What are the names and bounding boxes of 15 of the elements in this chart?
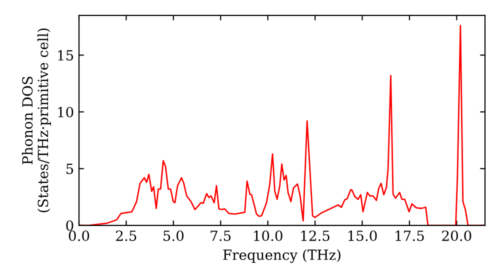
y-tick-label: 0 [66, 220, 74, 231]
y-tick-label: 10 [58, 106, 74, 118]
y-tick-label: 15 [58, 50, 74, 61]
x-tick-label: 7.5 [210, 230, 231, 242]
x-tick-label: 17.5 [396, 230, 424, 242]
x-tick-label: 15.0 [348, 230, 377, 242]
x-tick-label: 20.0 [442, 230, 472, 242]
y-tick-label: 5 [66, 164, 74, 174]
x-tick-label: 10.0 [254, 230, 282, 242]
x-tick-label: 2.5 [116, 230, 136, 242]
x-tick-label: 0.0 [68, 230, 90, 242]
x-tick-label: 12.5 [301, 230, 330, 242]
x-tick-label: 5.0 [164, 230, 184, 242]
x-axis-title: Frequency (THz) [223, 249, 340, 263]
y-axis-title: Phonon DOS (States/THz·primitive cell) [22, 28, 51, 212]
